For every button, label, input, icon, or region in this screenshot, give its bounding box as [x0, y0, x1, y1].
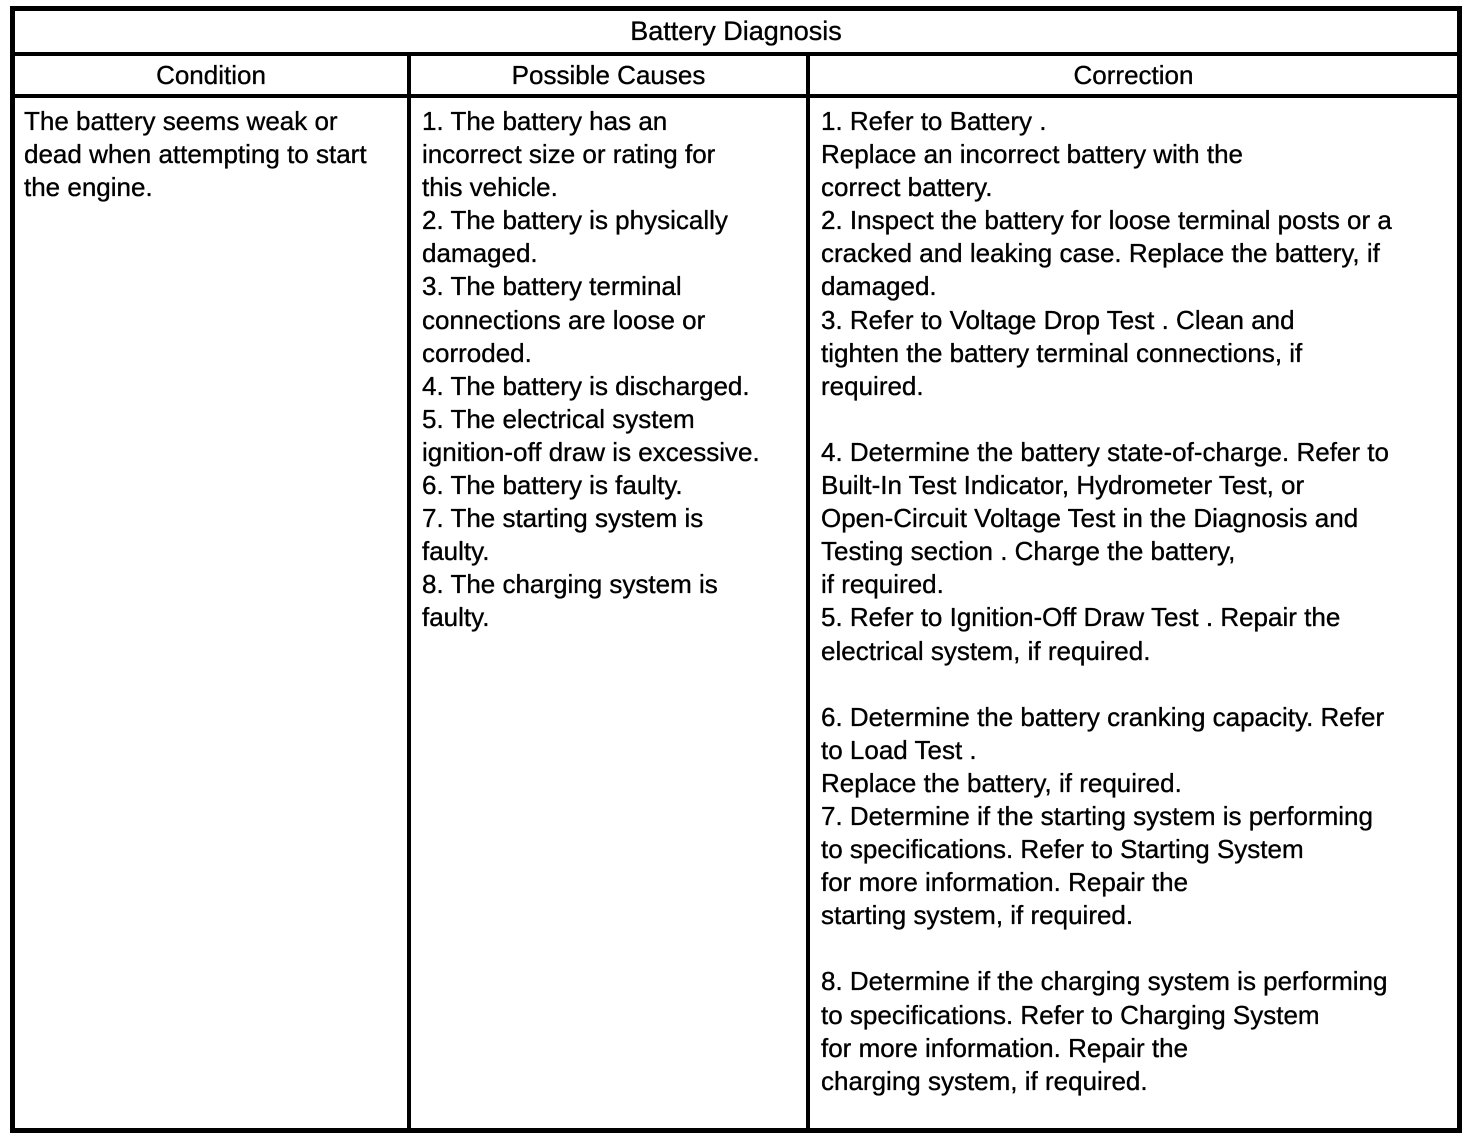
table-body-row: The battery seems weak or dead when atte…	[15, 98, 1457, 1128]
header-correction: Correction	[1073, 59, 1194, 90]
cell-correction: 1. Refer to Battery . Replace an incorre…	[821, 106, 1392, 1096]
table-header-row: Condition Possible Causes Correction	[15, 56, 1457, 98]
cell-possible-causes: 1. The battery has an incorrect size or …	[411, 98, 810, 1128]
table-title: Battery Diagnosis	[15, 11, 1457, 56]
battery-diagnosis-table: Battery Diagnosis Condition Possible Cau…	[10, 6, 1462, 1133]
header-possible-causes: Possible Causes	[411, 56, 810, 94]
cell-condition: The battery seems weak or dead when atte…	[15, 98, 411, 1128]
header-condition: Condition	[15, 56, 411, 94]
